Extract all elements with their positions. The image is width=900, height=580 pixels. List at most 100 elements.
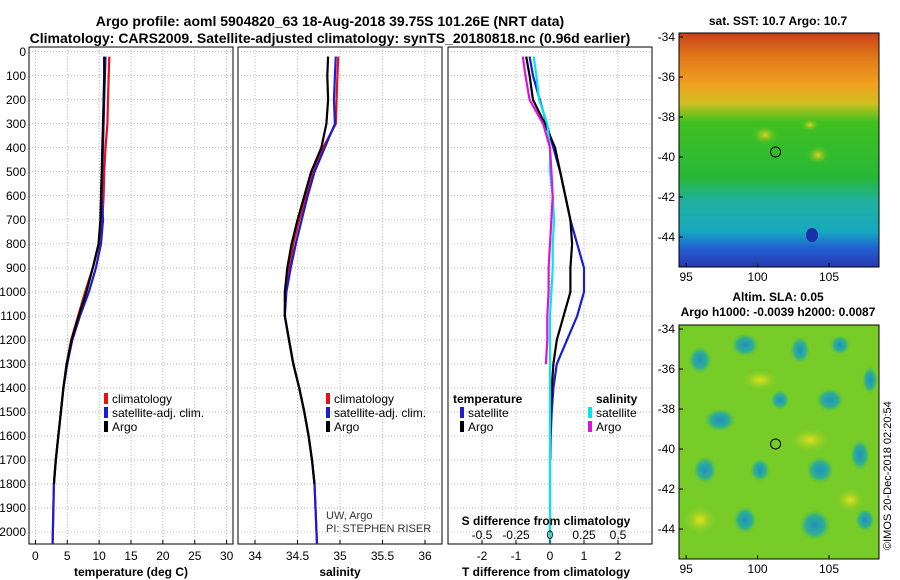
depth-tick-label: 1500: [0, 405, 26, 419]
salinity-x-ticks: 34 34.5 35 35.5 36: [248, 540, 432, 563]
sla-eddy: [850, 439, 870, 471]
x-tick-label: -2: [477, 549, 488, 563]
sla-eddy: [816, 388, 844, 412]
temperature-plot-frame: [28, 46, 234, 545]
series-line-t-argo: [525, 56, 574, 437]
depth-tick-label: 1900: [0, 501, 26, 515]
x-tick-label: 30: [220, 549, 234, 563]
legend-climatology-swatch: [326, 393, 330, 404]
depth-tick-label: 0: [19, 45, 26, 59]
depth-tick-label: 600: [6, 189, 26, 203]
s-tick-label: -0.25: [502, 528, 530, 542]
depth-tick-label: 900: [6, 261, 26, 275]
x-tick-label: 95: [679, 270, 693, 284]
depth-tick-label: 1300: [0, 357, 26, 371]
depth-tick-label: 1000: [0, 285, 26, 299]
y-tick-label: -40: [658, 150, 676, 164]
depth-tick-label: 500: [6, 165, 26, 179]
x-tick-label: 34: [248, 549, 262, 563]
y-tick-label: -36: [658, 362, 676, 376]
sla-eddy: [704, 408, 736, 432]
sla-eddy: [862, 366, 878, 394]
sst-x-ticks: 95 100 105: [679, 263, 839, 284]
sla-high: [790, 428, 830, 452]
s-difference-label: S difference from climatology: [462, 514, 631, 528]
profile-location-marker: [770, 146, 782, 158]
difference-panel: -2 -1 0 1 2 -0.5 -0.25 0 0.25 0.5 S difference f…: [447, 46, 653, 579]
salinity-xlabel: salinity: [319, 565, 361, 579]
sla-high: [742, 370, 778, 390]
x-tick-label: 105: [819, 270, 839, 284]
depth-tick-label: 400: [6, 141, 26, 155]
timestamp: ©IMOS 20-Dec-2018 02:20:54: [882, 401, 894, 550]
depth-tick-label: 1200: [0, 333, 26, 347]
x-tick-label: 95: [679, 562, 693, 576]
s-tick-label: 0.25: [572, 528, 596, 542]
sla-y-ticks: -34 -36 -38 -40 -42 -44: [658, 322, 683, 536]
series-line-argo: [283, 56, 330, 485]
credit-pi: PI: STEPHEN RISER: [326, 523, 431, 535]
figure-title-line2: Climatology: CARS2009. Satellite-adjuste…: [29, 30, 631, 46]
profile-location-marker: [770, 438, 782, 450]
difference-legend-salinity: salinity satellite Argo: [588, 392, 638, 434]
temperature-panel: 0 5 10 15 20 25 30 0 100 200 300 400 500 600 700 800 90…: [0, 45, 234, 579]
x-tick-label: -1: [511, 549, 522, 563]
legend-t-argo-label: Argo: [468, 420, 494, 434]
y-tick-label: -38: [658, 402, 676, 416]
sst-cold-spot: [806, 228, 818, 242]
sla-map-frame: [678, 324, 880, 560]
depth-tick-label: 200: [6, 93, 26, 107]
figure-title-line1: Argo profile: aoml 5904820_63 18-Aug-201…: [95, 13, 565, 29]
legend-argo-swatch: [326, 421, 330, 432]
depth-tick-label: 1800: [0, 477, 26, 491]
legend-t-satellite-swatch: [460, 407, 464, 418]
sla-map-subtitle: Argo h1000: -0.0039 h2000: 0.0087: [681, 305, 876, 319]
legend-climatology-swatch: [104, 393, 108, 404]
x-tick-label: 20: [156, 549, 170, 563]
x-tick-label: 36: [418, 549, 432, 563]
x-tick-label: 35: [333, 549, 347, 563]
depth-tick-label: 300: [6, 117, 26, 131]
sla-map-title: Altim. SLA: 0.05: [732, 290, 824, 304]
depth-tick-label: 800: [6, 237, 26, 251]
x-tick-label: 5: [64, 549, 71, 563]
salinity-legend: climatology satellite-adj. clim. Argo: [326, 392, 426, 434]
x-tick-label: 100: [748, 562, 768, 576]
y-tick-label: -44: [658, 522, 676, 536]
x-tick-label: 0: [32, 549, 39, 563]
depth-tick-label: 1600: [0, 429, 26, 443]
difference-x-ticks: -2 -1 0 1 2: [477, 540, 622, 563]
y-tick-label: -42: [658, 190, 676, 204]
series-line-argo: [52, 56, 106, 485]
x-tick-label: 1: [581, 549, 588, 563]
sla-eddy: [733, 506, 757, 534]
difference-lines: [521, 56, 586, 544]
temperature-lines: [51, 56, 111, 545]
legend-s-satellite-swatch: [588, 407, 592, 418]
depth-tick-label: 1700: [0, 453, 26, 467]
sst-map-title: sat. SST: 10.7 Argo: 10.7: [709, 14, 848, 28]
sla-high: [684, 506, 716, 534]
legend-satellite-label: satellite-adj. clim.: [112, 406, 204, 420]
legend-argo-label: Argo: [112, 420, 138, 434]
s-tick-label: 0.5: [610, 528, 627, 542]
sla-eddy: [750, 458, 770, 482]
legend-climatology-label: climatology: [112, 392, 172, 406]
legend-s-argo-label: Argo: [596, 420, 622, 434]
y-tick-label: -44: [658, 230, 676, 244]
sst-field: [679, 33, 879, 267]
t-difference-label: T difference from climatology: [462, 565, 630, 579]
temperature-x-ticks: 0 5 10 15 20 25 30: [32, 540, 234, 563]
sst-warm-eddy: [800, 118, 820, 132]
y-tick-label: -34: [658, 30, 676, 44]
sla-map: Altim. SLA: 0.05 Argo h1000: -0.0039 h20…: [658, 290, 880, 576]
sst-map: sat. SST: 10.7 Argo: 10.7 -34 -36 -38 -40 -4…: [658, 14, 880, 284]
y-tick-label: -36: [658, 70, 676, 84]
difference-legend-temperature: temperature satellite Argo: [453, 392, 523, 434]
salinity-panel: 34 34.5 35 35.5 36 salinity climatology sate…: [237, 46, 443, 579]
sla-eddy: [693, 456, 717, 484]
depth-tick-label: 700: [6, 213, 26, 227]
legend-satellite-swatch: [326, 407, 330, 418]
y-tick-label: -40: [658, 442, 676, 456]
